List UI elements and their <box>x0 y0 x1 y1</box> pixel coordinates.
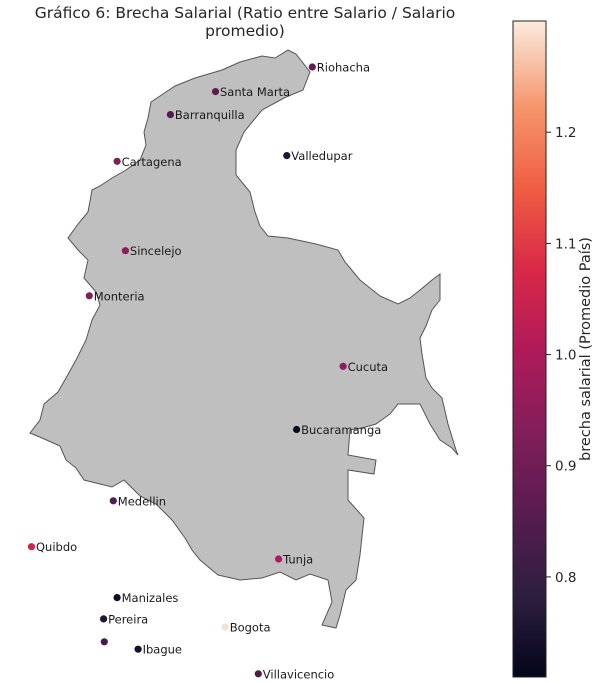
city-label-medellin: Medellin <box>118 494 166 508</box>
city-point-tunja <box>275 555 283 563</box>
city-point-valledupar <box>283 152 291 160</box>
chart-title: Gráfico 6: Brecha Salarial (Ratio entre … <box>34 4 456 40</box>
city-label-villavicencio: Villavicencio <box>263 667 335 681</box>
colorbar-tick-label: 1.0 <box>555 348 576 364</box>
city-point-ibague <box>134 645 142 653</box>
colorbar-label: brecha salarial (Promedio País) <box>578 237 594 461</box>
city-label-cartagena: Cartagena <box>122 155 182 169</box>
city-point-santa-marta <box>211 88 220 96</box>
city-point-manizales <box>113 594 121 602</box>
city-point-bucaramanga <box>293 425 301 434</box>
city-point-cartagena <box>113 157 121 165</box>
city-point-pereira <box>100 615 108 623</box>
city-point-villavicencio <box>254 670 262 678</box>
city-point-barranquilla <box>166 111 174 119</box>
colorbar-tick-label: 0.8 <box>555 570 576 586</box>
city-label-manizales: Manizales <box>122 591 179 605</box>
city-label-cucuta: Cucuta <box>348 360 389 374</box>
colorbar-tick-label: 1.1 <box>555 236 576 252</box>
colorbar-tick-label: 0.9 <box>555 459 576 475</box>
map-plot: Riohacha Santa Marta Barranquilla Valledupa… <box>27 49 459 681</box>
city-point-medellin <box>109 497 117 505</box>
city-label-bogota: Bogota <box>230 621 271 635</box>
city-label-ibague: Ibague <box>143 643 182 657</box>
city-label-barranquilla: Barranquilla <box>175 108 245 122</box>
colorbar-tick-label: 1.2 <box>555 125 576 141</box>
city-label-pereira: Pereira <box>108 612 148 626</box>
city-point-bogota <box>221 623 229 631</box>
city-point-sincelejo <box>121 247 129 255</box>
city-label-santa-marta: Santa Marta <box>220 85 290 99</box>
city-label-valledupar: Valledupar <box>291 149 352 163</box>
colombia-country-shape <box>29 49 459 629</box>
city-label-sincelejo: Sincelejo <box>130 244 182 258</box>
city-label-riohacha: Riohacha <box>317 61 370 75</box>
colorbar-gradient <box>512 20 547 678</box>
city-label-tunja: Tunja <box>282 553 313 567</box>
city-point-armenia <box>100 638 108 646</box>
city-label-bucaramanga: Bucaramanga <box>301 423 381 437</box>
city-label-monteria: Monteria <box>94 289 145 303</box>
city-point-monteria <box>85 292 93 300</box>
city-label-quibdo: Quibdo <box>36 540 77 554</box>
city-point-riohacha <box>308 63 316 71</box>
city-point-quibdo <box>27 543 36 551</box>
city-point-cucuta <box>339 362 347 370</box>
